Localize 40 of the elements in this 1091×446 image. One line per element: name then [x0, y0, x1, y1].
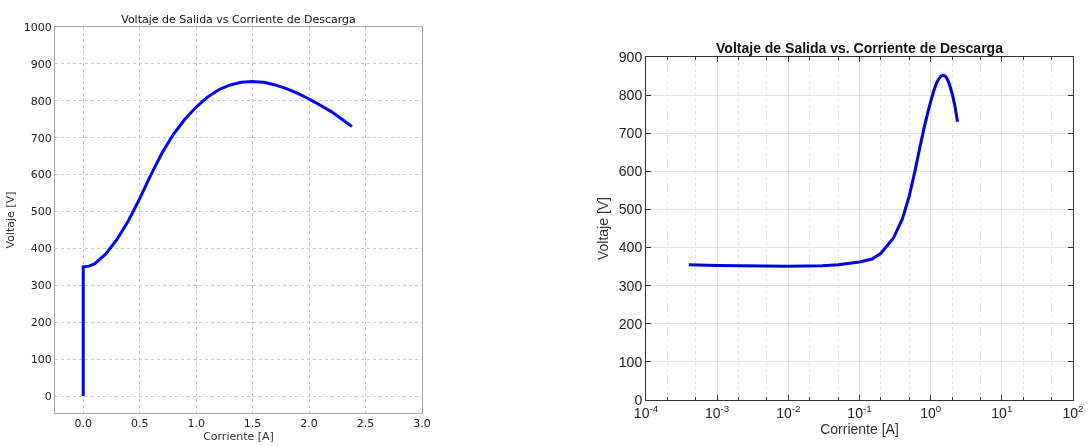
y-tick-label: 600 — [618, 163, 643, 180]
y-tick-label: 100 — [30, 352, 52, 366]
y-tick-label: 900 — [618, 48, 643, 65]
y-tick-label: 0 — [44, 389, 52, 403]
x-tick-label: 2.0 — [300, 417, 318, 431]
x-tick-label: 1.5 — [243, 417, 262, 431]
x-tick-label: 10$^{1}$ — [991, 402, 1013, 421]
y-tick-label: 700 — [30, 131, 52, 145]
y-axis-title: Voltaje [V] — [595, 196, 612, 261]
x-tick-label: 0.5 — [130, 417, 149, 431]
y-tick-label: 600 — [30, 168, 52, 182]
line-series — [81, 80, 354, 398]
y-tick-label: 300 — [30, 279, 52, 293]
x-tick-label: 10$^{-1}$ — [847, 402, 872, 421]
y-tick-label: 500 — [30, 205, 52, 219]
y-tick-label: 800 — [618, 87, 643, 104]
x-tick-label: 10$^{-3}$ — [705, 402, 730, 421]
y-tick-label: 200 — [618, 315, 643, 332]
x-axis-title: Corriente [A] — [820, 420, 899, 437]
x-tick-label: 10$^{2}$ — [1062, 402, 1084, 421]
chart-title: Voltaje de Salida vs Corriente de Descarga — [121, 13, 356, 26]
y-tick-label: 100 — [618, 353, 643, 370]
y-tick-label: 900 — [30, 57, 52, 71]
y-tick-label: 300 — [618, 277, 643, 294]
y-tick-label: 200 — [30, 316, 52, 330]
chart-title: Voltaje de Salida vs. Corriente de Descarga — [716, 40, 1004, 56]
x-axis-title: Corriente [A] — [203, 430, 274, 444]
y-axis-title: Voltaje [V] — [4, 191, 18, 249]
y-tick-label: 700 — [618, 125, 643, 142]
y-tick-label: 800 — [30, 94, 52, 108]
x-tick-label: 0.0 — [74, 417, 92, 431]
x-tick-label: 2.5 — [356, 417, 375, 431]
y-tick-label: 400 — [618, 239, 643, 256]
x-tick-label: 3.0 — [413, 417, 431, 431]
x-tick-label: 10$^{0}$ — [920, 402, 942, 421]
y-tick-label: 500 — [618, 201, 643, 218]
x-tick-label: 1.0 — [187, 417, 205, 431]
y-tick-label: 1000 — [23, 20, 52, 34]
y-tick-label: 400 — [30, 242, 52, 256]
x-tick-label: 10$^{-2}$ — [776, 402, 801, 421]
